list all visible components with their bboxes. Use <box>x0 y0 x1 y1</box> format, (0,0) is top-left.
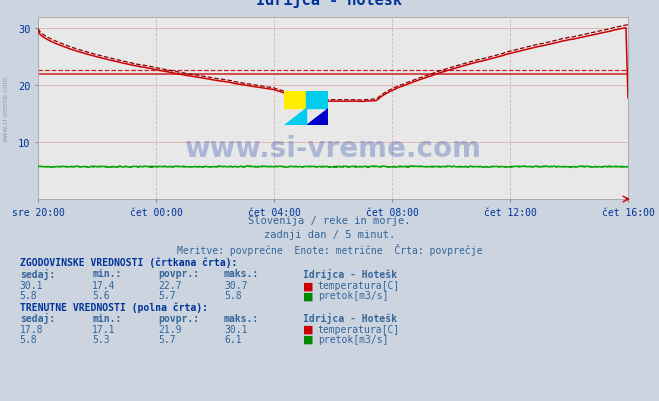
Text: sedaj:: sedaj: <box>20 312 55 323</box>
Bar <box>284 92 306 109</box>
PathPatch shape <box>284 109 306 126</box>
Text: zadnji dan / 5 minut.: zadnji dan / 5 minut. <box>264 230 395 239</box>
Text: sedaj:: sedaj: <box>20 268 55 279</box>
Text: 6.1: 6.1 <box>224 334 242 344</box>
PathPatch shape <box>306 109 328 126</box>
Text: temperatura[C]: temperatura[C] <box>318 324 400 334</box>
Text: pretok[m3/s]: pretok[m3/s] <box>318 291 388 301</box>
Text: maks.:: maks.: <box>224 313 259 323</box>
Text: 22.7: 22.7 <box>158 281 182 291</box>
Text: Idrijca - Hotešk: Idrijca - Hotešk <box>303 312 397 323</box>
Text: ■: ■ <box>303 281 314 291</box>
Text: pretok[m3/s]: pretok[m3/s] <box>318 334 388 344</box>
Text: 5.7: 5.7 <box>158 291 176 301</box>
Text: 21.9: 21.9 <box>158 324 182 334</box>
Text: temperatura[C]: temperatura[C] <box>318 281 400 291</box>
Text: 17.1: 17.1 <box>92 324 116 334</box>
Text: ■: ■ <box>303 334 314 344</box>
Text: 17.8: 17.8 <box>20 324 43 334</box>
Text: 5.8: 5.8 <box>224 291 242 301</box>
Text: 30.1: 30.1 <box>224 324 248 334</box>
Text: min.:: min.: <box>92 313 122 323</box>
Text: ■: ■ <box>303 291 314 301</box>
Text: 5.8: 5.8 <box>20 334 38 344</box>
Text: povpr.:: povpr.: <box>158 313 199 323</box>
Text: www.si-vreme.com: www.si-vreme.com <box>2 76 9 142</box>
Text: Idrijca - Hotešk: Idrijca - Hotešk <box>303 268 397 279</box>
Text: 30.1: 30.1 <box>20 281 43 291</box>
Text: Slovenija / reke in morje.: Slovenija / reke in morje. <box>248 216 411 225</box>
Text: min.:: min.: <box>92 269 122 279</box>
Text: povpr.:: povpr.: <box>158 269 199 279</box>
Text: ZGODOVINSKE VREDNOSTI (črtkana črta):: ZGODOVINSKE VREDNOSTI (črtkana črta): <box>20 256 237 267</box>
Text: 30.7: 30.7 <box>224 281 248 291</box>
Text: 5.8: 5.8 <box>20 291 38 301</box>
Text: maks.:: maks.: <box>224 269 259 279</box>
Bar <box>306 92 328 109</box>
Text: Idrijca - Hotešk: Idrijca - Hotešk <box>256 0 403 8</box>
Text: www.si-vreme.com: www.si-vreme.com <box>185 134 482 162</box>
Text: ■: ■ <box>303 324 314 334</box>
Text: 5.3: 5.3 <box>92 334 110 344</box>
Text: 5.6: 5.6 <box>92 291 110 301</box>
Text: Meritve: povprečne  Enote: metrične  Črta: povprečje: Meritve: povprečne Enote: metrične Črta:… <box>177 244 482 255</box>
Text: 5.7: 5.7 <box>158 334 176 344</box>
Text: 17.4: 17.4 <box>92 281 116 291</box>
Text: TRENUTNE VREDNOSTI (polna črta):: TRENUTNE VREDNOSTI (polna črta): <box>20 302 208 312</box>
